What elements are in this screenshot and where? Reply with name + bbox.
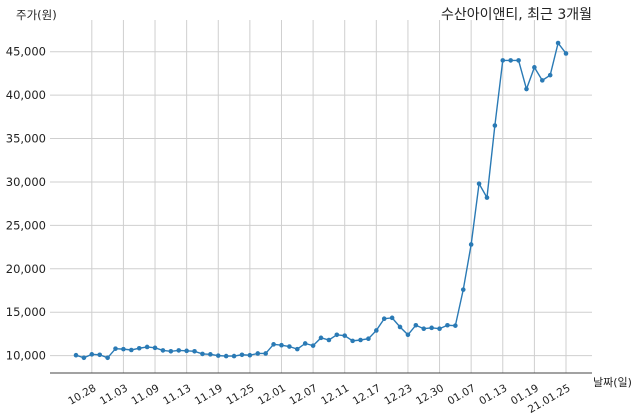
data-point	[287, 344, 292, 349]
data-point	[136, 345, 142, 351]
x-tick-label: 12.01	[256, 382, 288, 407]
y-tick-label: 30,000	[6, 175, 46, 189]
data-point	[342, 333, 348, 338]
y-tick-label: 10,000	[6, 349, 46, 363]
y-tick-label: 15,000	[6, 305, 46, 319]
data-point	[263, 351, 268, 356]
data-point	[429, 325, 434, 331]
data-point	[271, 342, 276, 347]
data-point	[547, 72, 553, 78]
data-point	[231, 353, 237, 359]
x-tick-label: 12.17	[351, 382, 383, 407]
x-tick-labels: 10.28 11.03 11.09 11.13 11.19 11.25 12.01 12.07…	[66, 382, 572, 414]
data-point	[176, 348, 182, 353]
data-point	[500, 58, 506, 63]
data-point	[310, 343, 316, 348]
data-point	[113, 346, 118, 351]
y-tick-label: 35,000	[6, 132, 46, 146]
y-tick-label: 20,000	[6, 262, 46, 276]
data-point	[413, 322, 419, 328]
data-points	[73, 40, 569, 361]
data-point	[184, 348, 189, 354]
data-point	[555, 40, 561, 46]
y-tick-label: 25,000	[6, 218, 46, 232]
x-tick-label: 11.03	[98, 382, 130, 407]
data-point	[539, 78, 545, 83]
data-point	[144, 344, 150, 350]
data-point	[318, 335, 324, 341]
data-point	[160, 348, 166, 353]
x-tick-label: 12.07	[288, 382, 320, 407]
data-point	[476, 181, 482, 186]
data-point	[208, 352, 213, 357]
data-point	[492, 123, 498, 128]
data-point	[460, 287, 466, 292]
gridlines	[50, 20, 592, 373]
data-point	[563, 51, 569, 56]
x-tick-label: 12.23	[382, 382, 414, 407]
x-tick-label: 10.28	[66, 382, 98, 407]
data-point	[350, 338, 355, 344]
data-point	[279, 342, 284, 348]
data-point	[532, 65, 537, 70]
data-point	[397, 324, 403, 330]
data-point	[366, 336, 371, 342]
x-tick-label: 12.11	[319, 382, 351, 407]
data-point	[516, 58, 521, 63]
data-point	[200, 351, 205, 357]
data-point	[453, 323, 458, 328]
data-point	[255, 351, 261, 356]
data-point	[374, 328, 379, 333]
data-point	[73, 352, 79, 358]
data-point	[168, 348, 174, 354]
data-point	[405, 332, 411, 338]
data-point	[97, 352, 103, 358]
data-point	[445, 322, 450, 328]
data-point	[192, 348, 197, 354]
data-point	[421, 326, 427, 332]
y-tick-label: 40,000	[6, 88, 46, 102]
data-point	[105, 355, 110, 361]
data-point	[239, 352, 245, 358]
y-tick-label: 45,000	[6, 45, 46, 59]
data-point	[326, 337, 332, 343]
data-point	[129, 347, 134, 353]
data-point	[508, 58, 513, 63]
data-point	[524, 86, 529, 92]
data-point	[484, 195, 490, 200]
data-point	[81, 355, 87, 361]
data-point	[302, 341, 308, 346]
x-tick-label: 11.25	[224, 382, 256, 407]
x-axis-label: 날짜(일)	[593, 375, 632, 389]
data-point	[121, 346, 126, 352]
price-line	[75, 41, 567, 359]
data-point	[215, 353, 221, 358]
data-point	[247, 352, 253, 358]
data-point	[334, 332, 340, 338]
data-point	[381, 316, 387, 322]
data-point	[294, 346, 300, 352]
data-point	[468, 242, 474, 247]
x-tick-label: 01.13	[477, 382, 509, 407]
data-point	[223, 353, 229, 359]
data-point	[389, 315, 395, 321]
data-point	[358, 337, 363, 343]
chart-title: 수산아이앤티, 최근 3개월	[441, 7, 592, 23]
x-tick-label: 11.19	[193, 382, 225, 407]
y-tick-labels: 10,000 15,000 20,000 25,000 30,000 35,000 40,0…	[6, 45, 46, 363]
x-tick-label: 01.07	[446, 382, 478, 407]
series-line-layer	[75, 41, 567, 359]
data-point	[152, 345, 158, 351]
x-tick-label: 11.13	[161, 382, 193, 407]
x-tick-label: 12.30	[414, 382, 446, 407]
x-tick-label: 11.09	[129, 382, 161, 407]
y-axis-label: 주가(원)	[16, 8, 57, 22]
data-point	[89, 352, 95, 357]
data-point	[437, 326, 442, 332]
